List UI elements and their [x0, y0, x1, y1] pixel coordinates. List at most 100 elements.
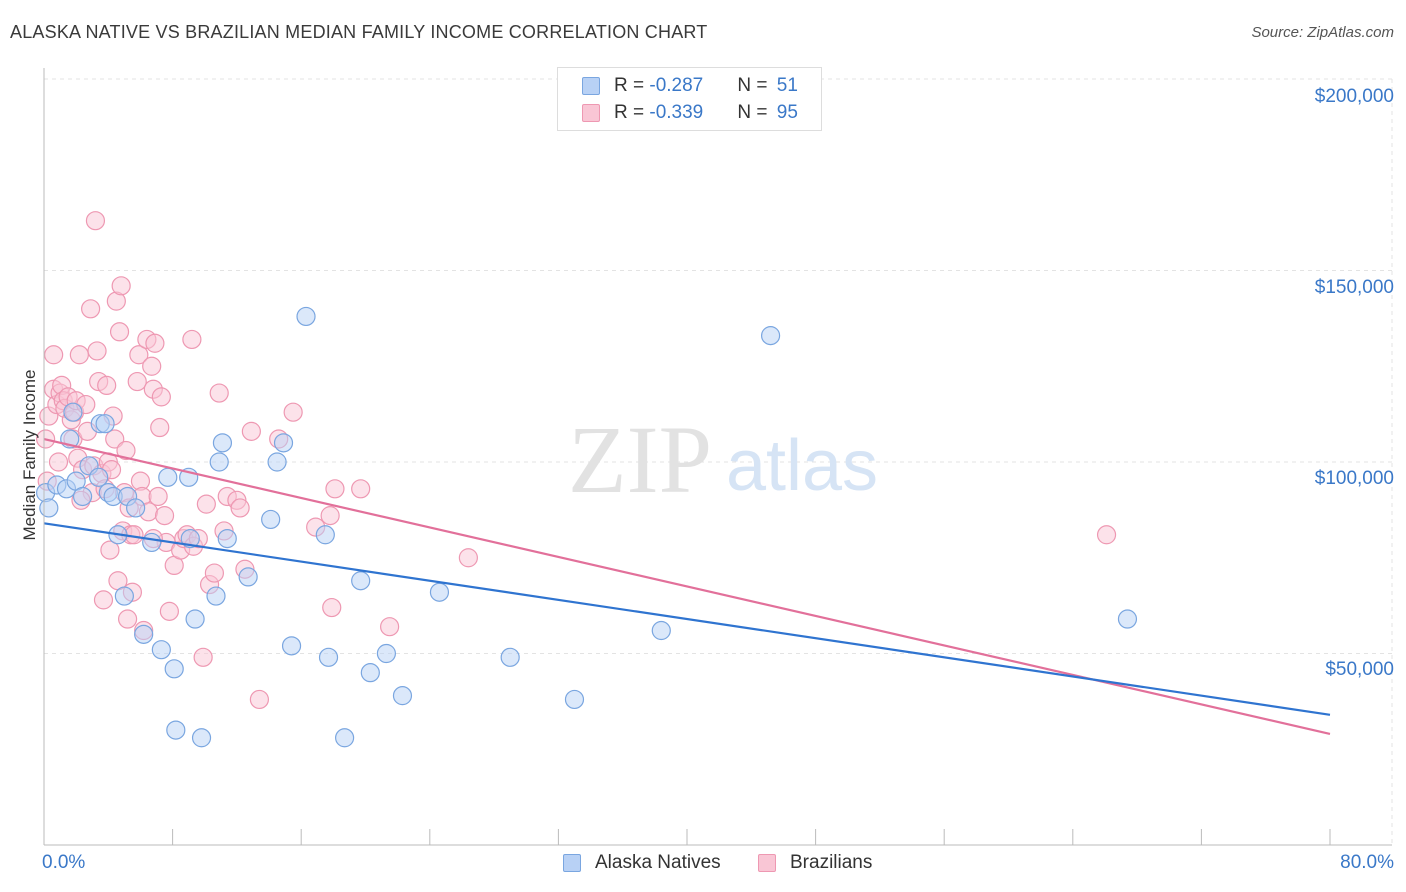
- legend-swatch-blue: [582, 77, 600, 95]
- data-point: [273, 433, 294, 453]
- legend-item-brazilians: Brazilians: [758, 852, 872, 874]
- data-point: [335, 728, 355, 748]
- data-point: [159, 601, 179, 621]
- data-point: [281, 636, 302, 656]
- data-point: [315, 525, 335, 545]
- data-point: [760, 326, 781, 346]
- legend-row-alaska-natives: R = -0.287 N = 51: [582, 74, 798, 98]
- x-tick-label: 80.0%: [1340, 852, 1394, 873]
- data-point: [204, 563, 224, 583]
- legend-swatch-pink: [758, 854, 776, 872]
- trend-lines: [43, 437, 1331, 736]
- source-label: Source: ZipAtlas.com: [1251, 24, 1394, 41]
- watermark-zip: ZIP: [568, 406, 712, 513]
- data-point: [151, 387, 171, 407]
- data-point: [158, 467, 178, 487]
- data-point: [87, 341, 107, 361]
- data-point: [185, 609, 205, 629]
- data-point: [117, 609, 138, 629]
- data-point: [150, 417, 170, 438]
- data-point: [238, 567, 258, 587]
- legend-row-brazilians: R = -0.339 N = 95: [582, 101, 798, 125]
- legend-n-value: 51: [776, 75, 798, 96]
- series-alaska-natives: [36, 306, 1138, 748]
- data-point: [241, 421, 261, 441]
- data-point: [500, 647, 520, 667]
- data-point: [209, 383, 229, 403]
- chart-title: ALASKA NATIVE VS BRAZILIAN MEDIAN FAMILY…: [10, 22, 708, 42]
- data-point: [97, 375, 117, 395]
- data-point: [206, 586, 226, 606]
- legend-label: Brazilians: [790, 852, 873, 873]
- data-point: [261, 509, 281, 530]
- watermark: ZIP atlas: [568, 406, 878, 513]
- grid-layer: [44, 78, 1393, 845]
- data-point: [296, 306, 316, 327]
- y-tick-label: $150,000: [1314, 277, 1394, 298]
- data-point: [320, 506, 340, 526]
- data-point: [44, 345, 64, 365]
- axes: [43, 68, 1392, 846]
- legend-r-value: -0.287: [649, 75, 704, 96]
- legend-r-label: R =: [614, 102, 650, 123]
- data-point: [126, 498, 146, 518]
- data-point: [85, 211, 106, 231]
- data-point: [318, 647, 339, 667]
- data-point: [351, 571, 371, 591]
- data-point: [129, 345, 149, 365]
- legend-item-alaska-natives: Alaska Natives: [563, 852, 721, 874]
- data-point: [1096, 525, 1117, 545]
- data-point: [166, 720, 186, 740]
- y-axis-label: Median Family Income: [20, 369, 39, 541]
- data-point: [69, 345, 89, 365]
- y-tick-label: $200,000: [1314, 86, 1394, 107]
- x-tick-label: 0.0%: [42, 852, 86, 873]
- data-point: [196, 494, 216, 514]
- legend-swatch-pink: [582, 104, 600, 122]
- data-point: [429, 582, 450, 602]
- legend-label: Alaska Natives: [595, 852, 721, 873]
- trend-line-brazilians: [43, 437, 1331, 736]
- data-point: [458, 548, 478, 568]
- data-point: [116, 440, 136, 461]
- data-point: [142, 532, 162, 553]
- data-point: [164, 659, 184, 679]
- legend-r-label: R =: [614, 75, 650, 96]
- y-tick-label: $100,000: [1314, 468, 1394, 489]
- data-point: [376, 643, 396, 664]
- data-point: [1117, 609, 1138, 629]
- data-point: [392, 686, 413, 706]
- data-point: [351, 479, 371, 499]
- data-point: [142, 356, 162, 376]
- data-point: [193, 647, 213, 667]
- data-point: [325, 479, 345, 499]
- data-point: [63, 402, 83, 422]
- legend-n-label: N =: [737, 75, 773, 96]
- data-point: [564, 689, 585, 710]
- legend-n-value: 95: [776, 102, 798, 123]
- data-point: [360, 663, 380, 683]
- data-point: [180, 528, 200, 549]
- data-point: [380, 617, 400, 637]
- data-point: [127, 371, 147, 392]
- data-point: [72, 486, 93, 507]
- data-point: [81, 299, 101, 319]
- data-point: [217, 528, 237, 549]
- stats-legend: R = -0.287 N = 51 R = -0.339 N = 95: [557, 67, 822, 131]
- data-point: [109, 322, 130, 342]
- data-point: [145, 333, 165, 353]
- data-point: [267, 452, 287, 472]
- data-point: [322, 597, 342, 618]
- data-point: [134, 624, 154, 644]
- data-point: [209, 452, 229, 472]
- data-point: [48, 452, 69, 472]
- data-point: [148, 486, 168, 507]
- data-point: [283, 402, 303, 422]
- data-point: [114, 586, 134, 606]
- y-tick-label: $50,000: [1325, 659, 1394, 680]
- data-point: [249, 689, 270, 710]
- data-point: [111, 276, 131, 296]
- data-point: [100, 540, 120, 560]
- data-point: [191, 728, 212, 748]
